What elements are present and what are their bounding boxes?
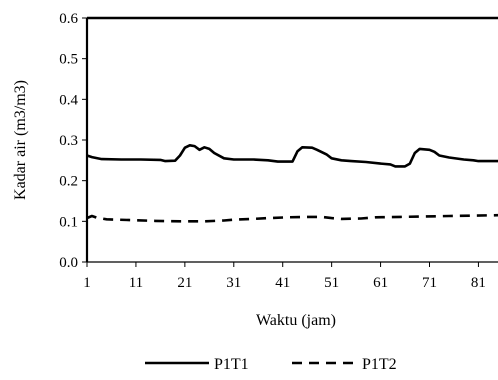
y-tick-label: 0.6 xyxy=(59,11,78,27)
y-tick-label: 0.2 xyxy=(59,174,78,190)
x-tick-label: 11 xyxy=(129,275,143,291)
series-layer xyxy=(86,144,498,223)
plot-frame xyxy=(85,16,498,263)
x-axis-ticks: 1 11 21 31 41 51 61 71 81 xyxy=(83,262,486,291)
y-tick-label: 0.0 xyxy=(59,255,78,271)
legend: P1T1 P1T2 xyxy=(145,356,397,373)
x-tick-label: 31 xyxy=(226,275,241,291)
x-tick-label: 71 xyxy=(422,275,437,291)
x-tick-label: 21 xyxy=(177,275,192,291)
x-tick-label: 41 xyxy=(275,275,290,291)
y-tick-label: 0.1 xyxy=(59,214,78,230)
x-tick-label: 51 xyxy=(324,275,339,291)
series-line-p1t1 xyxy=(86,144,498,168)
legend-label-p1t1: P1T1 xyxy=(214,356,249,373)
y-tick-label: 0.4 xyxy=(59,92,78,108)
y-tick-label: 0.3 xyxy=(59,133,78,149)
x-axis-title: Waktu (jam) xyxy=(256,312,336,329)
legend-label-p1t2: P1T2 xyxy=(362,356,397,373)
y-axis-ticks: 0.0 0.1 0.2 0.3 0.4 0.5 0.6 xyxy=(59,11,87,271)
x-tick-label: 1 xyxy=(83,275,91,291)
series-line-p1t2 xyxy=(86,213,498,223)
y-axis-title: Kadar air (m3/m3) xyxy=(12,80,29,200)
x-tick-label: 81 xyxy=(471,275,486,291)
y-tick-label: 0.5 xyxy=(59,52,78,68)
x-tick-label: 61 xyxy=(373,275,388,291)
